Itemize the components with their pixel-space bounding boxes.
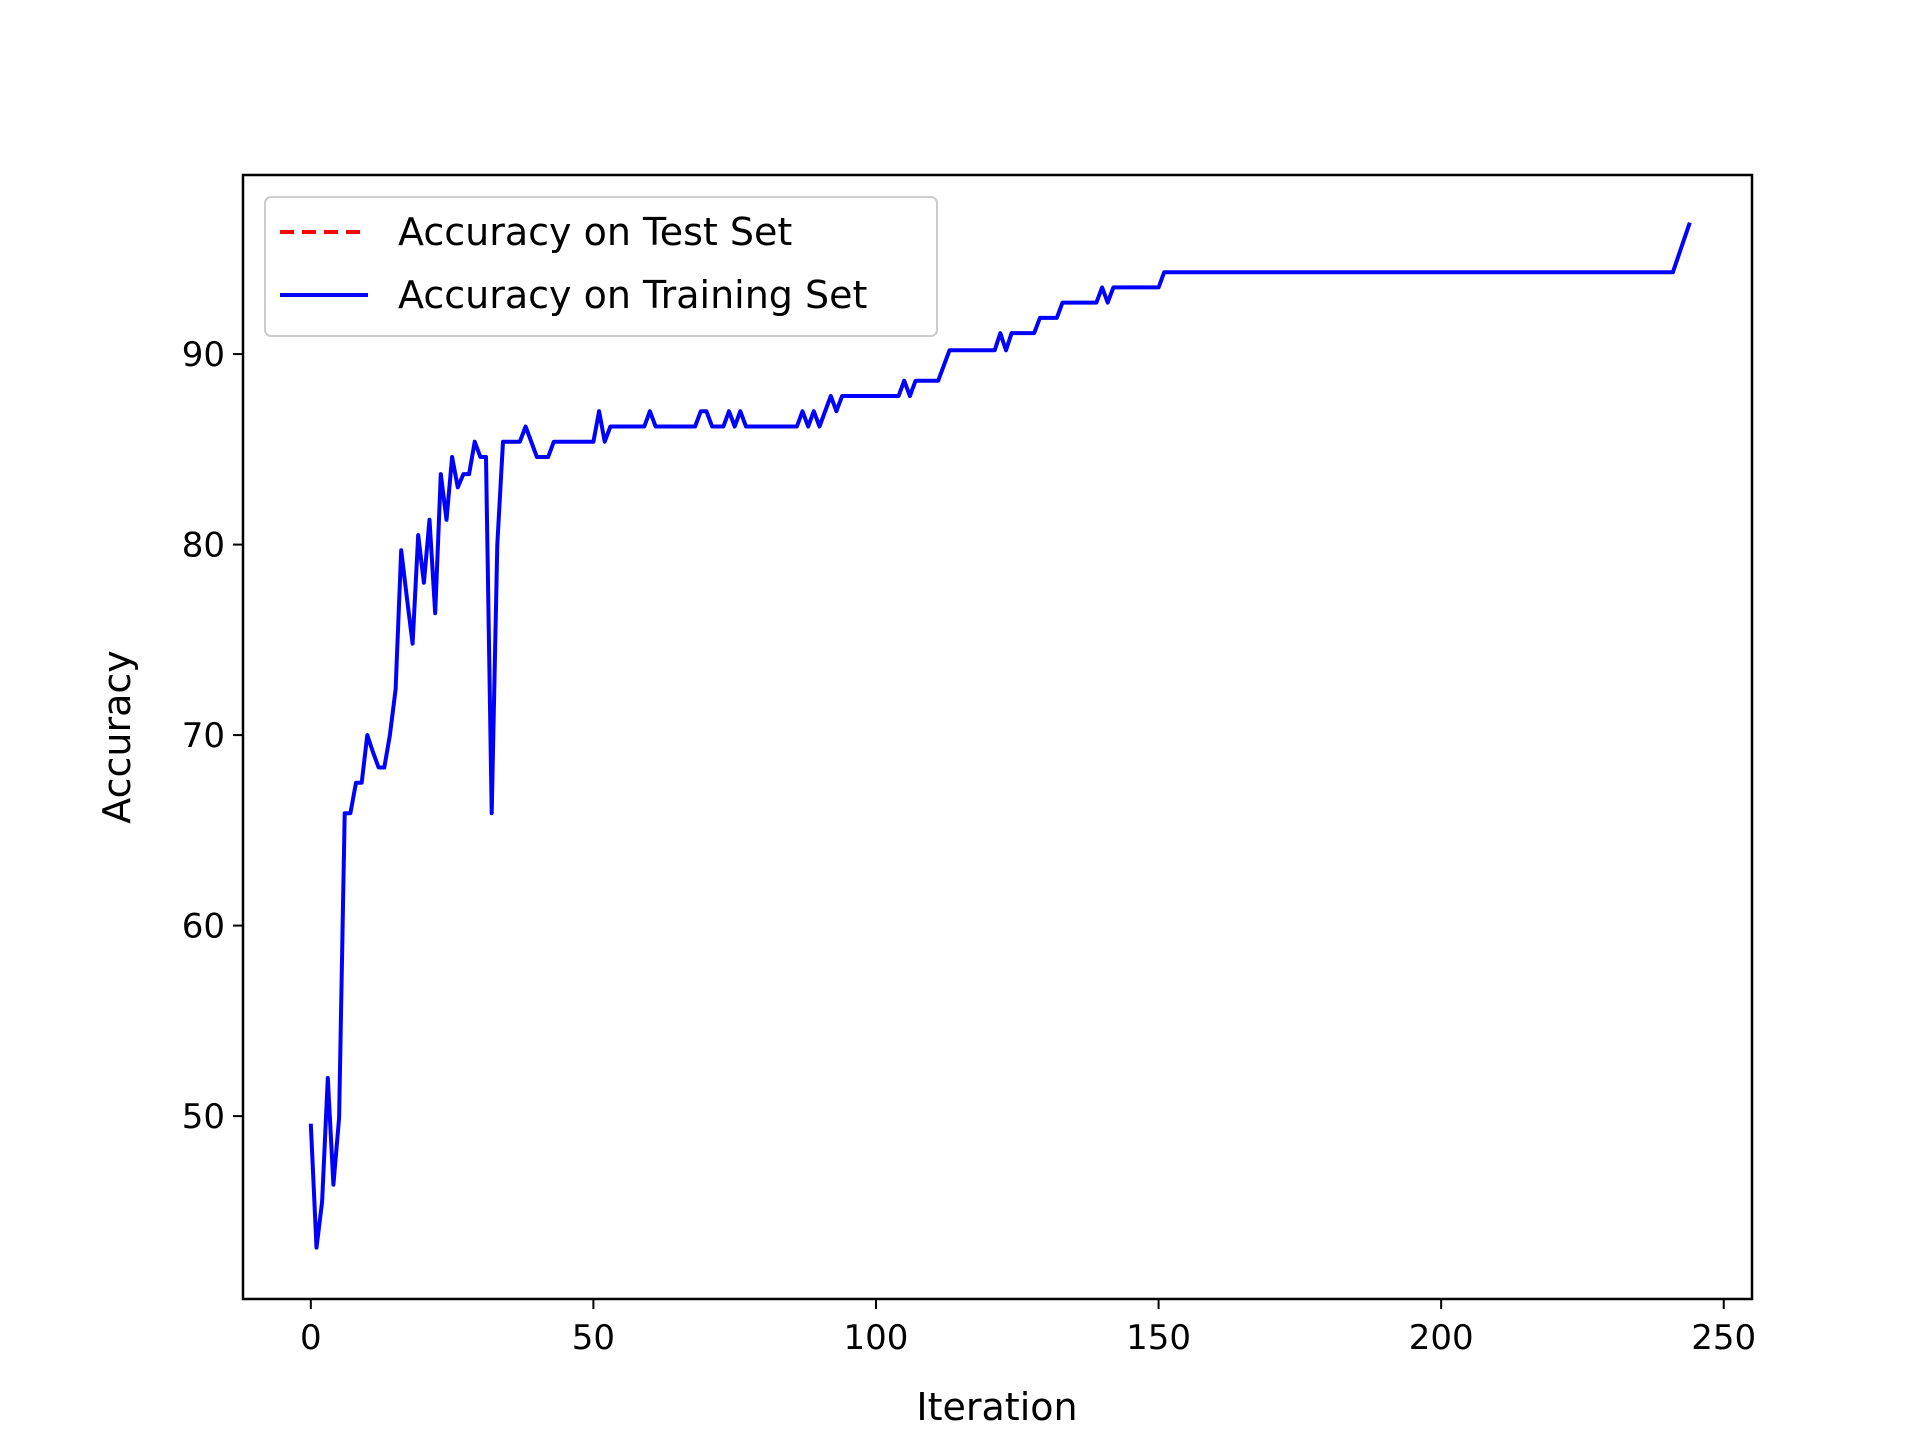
x-tick-label: 100 [844, 1318, 909, 1358]
legend-label-training: Accuracy on Training Set [398, 273, 867, 317]
x-tick-label: 150 [1126, 1318, 1191, 1358]
x-axis: 0 50 100 150 200 250 [300, 1299, 1756, 1358]
x-axis-label: Iteration [916, 1385, 1077, 1429]
legend-label-test: Accuracy on Test Set [398, 210, 792, 254]
y-tick-label: 80 [182, 526, 225, 566]
y-tick-label: 70 [182, 716, 225, 756]
y-axis: 50 60 70 80 90 [182, 335, 243, 1137]
plot-frame [241, 173, 1754, 1301]
y-tick-label: 50 [182, 1097, 225, 1137]
x-tick-label: 250 [1691, 1318, 1756, 1358]
legend: Accuracy on Test Set Accuracy on Trainin… [264, 196, 938, 337]
series-line-training [308, 221, 1692, 1250]
x-tick-label: 0 [300, 1318, 322, 1358]
legend-box [264, 196, 938, 337]
y-tick-label: 60 [182, 907, 225, 947]
y-axis-label: Accuracy [95, 650, 139, 824]
y-tick-label: 90 [182, 335, 225, 375]
plot-area [308, 221, 1692, 1250]
x-tick-label: 50 [572, 1318, 615, 1358]
x-tick-label: 200 [1409, 1318, 1474, 1358]
